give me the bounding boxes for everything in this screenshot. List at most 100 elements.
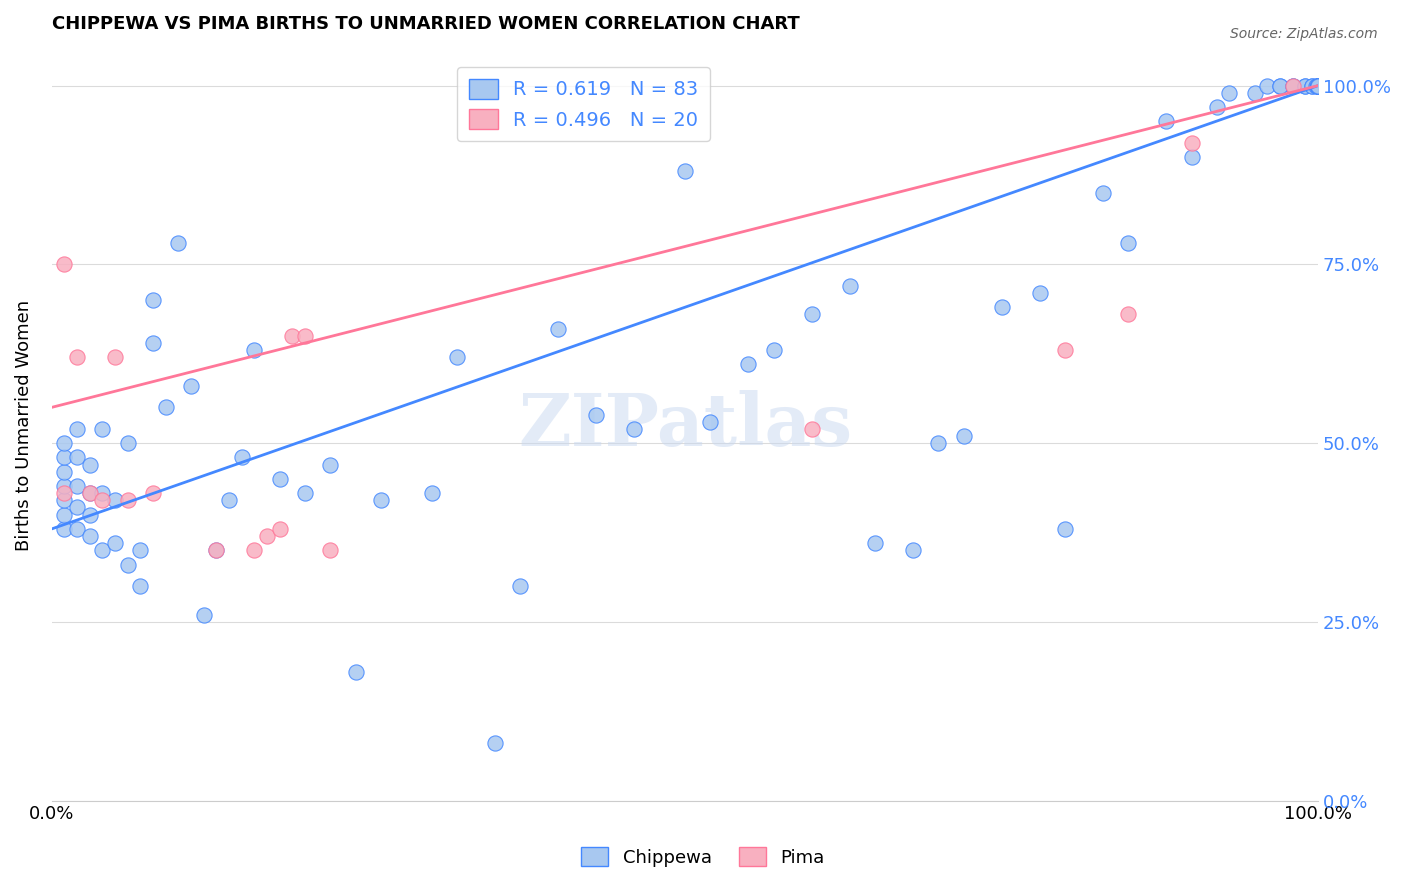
Point — [66, 479, 89, 493]
Point — [1301, 78, 1323, 93]
Point — [53, 465, 76, 479]
Point — [838, 278, 860, 293]
Point — [952, 429, 974, 443]
Y-axis label: Births to Unmarried Women: Births to Unmarried Women — [15, 300, 32, 550]
Point — [737, 358, 759, 372]
Point — [623, 422, 645, 436]
Point — [180, 379, 202, 393]
Point — [53, 508, 76, 522]
Point — [91, 486, 114, 500]
Point — [1308, 78, 1330, 93]
Point — [117, 436, 139, 450]
Point — [1028, 285, 1050, 300]
Point — [79, 486, 101, 500]
Point — [1180, 150, 1202, 164]
Point — [155, 401, 177, 415]
Point — [53, 257, 76, 271]
Point — [1308, 78, 1330, 93]
Point — [1268, 78, 1291, 93]
Point — [205, 543, 228, 558]
Point — [231, 450, 253, 465]
Point — [800, 422, 823, 436]
Point — [104, 493, 127, 508]
Point — [585, 408, 607, 422]
Point — [863, 536, 886, 550]
Point — [484, 736, 506, 750]
Text: Source: ZipAtlas.com: Source: ZipAtlas.com — [1230, 27, 1378, 41]
Point — [129, 543, 152, 558]
Point — [1306, 78, 1329, 93]
Point — [53, 522, 76, 536]
Point — [1205, 100, 1227, 114]
Point — [91, 543, 114, 558]
Legend: Chippewa, Pima: Chippewa, Pima — [574, 840, 832, 874]
Point — [1308, 78, 1330, 93]
Point — [218, 493, 240, 508]
Point — [91, 493, 114, 508]
Point — [281, 329, 304, 343]
Point — [1053, 522, 1076, 536]
Point — [1256, 78, 1278, 93]
Point — [1116, 307, 1139, 321]
Point — [129, 579, 152, 593]
Point — [66, 500, 89, 515]
Point — [927, 436, 949, 450]
Point — [53, 486, 76, 500]
Point — [762, 343, 785, 358]
Point — [269, 472, 291, 486]
Point — [53, 450, 76, 465]
Point — [420, 486, 443, 500]
Point — [1308, 78, 1330, 93]
Point — [1053, 343, 1076, 358]
Point — [1218, 86, 1240, 100]
Legend: R = 0.619   N = 83, R = 0.496   N = 20: R = 0.619 N = 83, R = 0.496 N = 20 — [457, 67, 710, 141]
Point — [243, 543, 266, 558]
Point — [990, 300, 1012, 314]
Point — [66, 450, 89, 465]
Point — [294, 329, 316, 343]
Point — [547, 321, 569, 335]
Point — [1295, 78, 1317, 93]
Point — [66, 351, 89, 365]
Point — [79, 529, 101, 543]
Point — [1295, 78, 1317, 93]
Point — [1281, 78, 1303, 93]
Point — [800, 307, 823, 321]
Point — [699, 415, 721, 429]
Point — [1116, 235, 1139, 250]
Point — [269, 522, 291, 536]
Point — [1154, 114, 1177, 128]
Point — [53, 493, 76, 508]
Point — [66, 422, 89, 436]
Point — [1301, 78, 1323, 93]
Text: ZIPatlas: ZIPatlas — [517, 390, 852, 461]
Point — [1243, 86, 1265, 100]
Point — [370, 493, 392, 508]
Point — [319, 458, 342, 472]
Point — [79, 458, 101, 472]
Point — [1305, 78, 1327, 93]
Point — [167, 235, 190, 250]
Point — [1308, 78, 1330, 93]
Point — [256, 529, 278, 543]
Point — [509, 579, 531, 593]
Point — [142, 486, 165, 500]
Point — [673, 164, 696, 178]
Point — [79, 486, 101, 500]
Point — [142, 336, 165, 351]
Point — [205, 543, 228, 558]
Point — [66, 522, 89, 536]
Point — [1268, 78, 1291, 93]
Point — [294, 486, 316, 500]
Point — [53, 479, 76, 493]
Point — [1281, 78, 1303, 93]
Point — [446, 351, 468, 365]
Point — [91, 422, 114, 436]
Point — [53, 436, 76, 450]
Point — [1091, 186, 1114, 200]
Point — [104, 351, 127, 365]
Point — [1281, 78, 1303, 93]
Text: CHIPPEWA VS PIMA BIRTHS TO UNMARRIED WOMEN CORRELATION CHART: CHIPPEWA VS PIMA BIRTHS TO UNMARRIED WOM… — [52, 15, 800, 33]
Point — [142, 293, 165, 307]
Point — [1180, 136, 1202, 150]
